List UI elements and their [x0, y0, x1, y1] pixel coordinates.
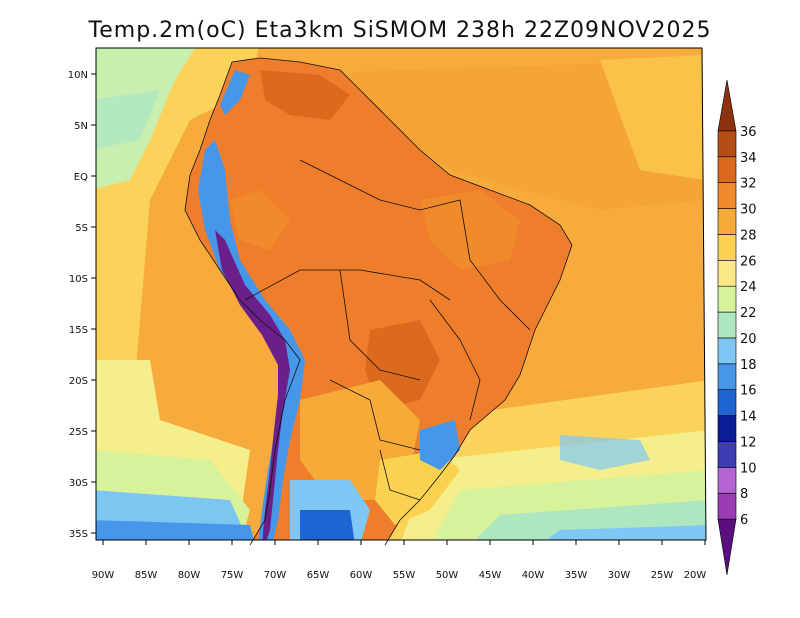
border-a [244, 269, 451, 301]
lat-label: 10N [68, 70, 88, 81]
south-pacific-colder [96, 520, 255, 540]
lon-label: 40W [522, 570, 545, 581]
map-title: Temp.2m(oC) Eta3km SiSMOM 238h 22Z09NOV2… [88, 18, 712, 43]
colorbar-swatch [717, 311, 737, 339]
lat-label: 35S [69, 529, 88, 540]
lon-label: 50W [436, 570, 459, 581]
border-c [339, 269, 421, 381]
pacific-coastline [184, 61, 301, 546]
land-warm-west [230, 190, 290, 250]
lon-label: 85W [135, 570, 158, 581]
colorbar-swatch [717, 389, 737, 416]
colorbar-label: 34 [740, 151, 757, 166]
lon-label: 45W [479, 570, 502, 581]
colorbar-swatch [717, 259, 737, 287]
colorbar-label: 12 [740, 435, 757, 450]
colorbar: 6 8 10 12 14 16 18 20 22 24 26 28 30 32 34 36 [717, 79, 757, 576]
lon-label: 30W [608, 570, 631, 581]
colorbar-label: 16 [740, 384, 757, 399]
lon-label: 55W [393, 570, 416, 581]
temperature-field [96, 48, 706, 540]
lat-label: 30S [69, 478, 88, 489]
atlantic-cold-patch [560, 435, 650, 470]
colorbar-swatch [717, 337, 737, 365]
colorbar-swatch [717, 441, 737, 468]
colorbar-swatch [717, 467, 737, 494]
north-atlantic-mid [600, 55, 705, 180]
lat-label: 15S [69, 325, 88, 336]
colorbar-label: 8 [740, 487, 748, 502]
border-d [329, 379, 421, 451]
colorbar-swatch [717, 208, 737, 235]
south-atlantic-colder [540, 525, 706, 540]
border-b [299, 159, 461, 211]
colorbar-swatch [717, 156, 737, 183]
border-f [459, 199, 531, 331]
colorbar-swatch [717, 363, 737, 391]
colorbar-label: 20 [740, 332, 757, 347]
atlantic-coastline [231, 57, 573, 546]
colorbar-swatch [717, 79, 737, 132]
lon-label: 35W [565, 570, 588, 581]
colorbar-label: 36 [740, 125, 757, 140]
land-warm-northeast [420, 190, 520, 270]
land-hot-north [260, 70, 350, 120]
colorbar-swatch [717, 285, 737, 313]
land-south-cold-patch [420, 420, 460, 470]
colorbar-label: 22 [740, 306, 757, 321]
andes-north-cold [220, 70, 250, 115]
colorbar-swatch [717, 130, 737, 158]
lon-label: 20W [684, 570, 707, 581]
lat-label: 20S [69, 376, 88, 387]
colorbar-label: 6 [740, 513, 748, 528]
colorbar-label: 28 [740, 228, 757, 243]
colorbar-label: 18 [740, 358, 757, 373]
boundaries [184, 57, 573, 546]
patagonia-colder [300, 510, 355, 540]
colorbar-label: 10 [740, 461, 757, 476]
lat-label: 5S [75, 223, 88, 234]
lon-label: 65W [307, 570, 330, 581]
colorbar-label: 14 [740, 410, 757, 425]
border-g [429, 299, 481, 421]
lon-label: 90W [92, 570, 115, 581]
lat-axis: 10N 5N EQ 5S 10S 15S 20S 25S 30S 35S [68, 70, 96, 540]
border-e [379, 449, 421, 501]
colorbar-swatch [717, 182, 737, 209]
colorbar-label: 26 [740, 254, 757, 269]
colorbar-label: 32 [740, 177, 757, 192]
lon-label: 25W [651, 570, 674, 581]
map-frame [95, 47, 707, 541]
lon-axis: 90W 85W 80W 75W 70W 65W 60W 55W 50W 45W … [92, 540, 707, 581]
lat-label: 5N [74, 121, 88, 132]
andes-coldest [215, 230, 290, 540]
lat-label: 10S [69, 274, 88, 285]
colorbar-label: 24 [740, 280, 757, 295]
lon-label: 70W [264, 570, 287, 581]
colorbar-swatch [717, 415, 737, 442]
colorbar-swatch [717, 518, 737, 576]
lat-label: 25S [69, 427, 88, 438]
pacific-north-cold [96, 90, 160, 150]
colorbar-label: 30 [740, 203, 757, 218]
colorbar-swatch [717, 492, 737, 520]
colorbar-swatch [717, 234, 737, 261]
lon-label: 80W [178, 570, 201, 581]
lon-label: 60W [350, 570, 373, 581]
lat-label: EQ [74, 172, 88, 183]
lon-label: 75W [221, 570, 244, 581]
